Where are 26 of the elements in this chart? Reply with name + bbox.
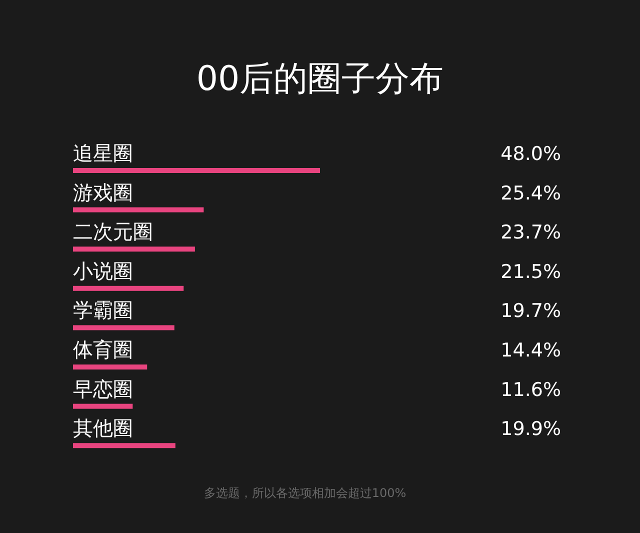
text: 多选题，所以各选项相加会超过100%	[204, 486, 406, 500]
data-label: 25.4%	[500, 182, 561, 204]
y-tick-label: 早恋圈	[73, 376, 133, 401]
bar	[73, 325, 174, 330]
y-tick-label: 小说圈	[73, 258, 133, 283]
y-tick-label: 体育圈	[73, 338, 133, 362]
bar	[73, 246, 195, 252]
y-tick-label: 追星圈	[73, 141, 133, 165]
data-label: 48.0%	[500, 143, 561, 165]
bar	[73, 364, 148, 370]
bar	[73, 443, 176, 448]
y-tick-label: 游戏圈	[73, 180, 133, 204]
chart-title: 00后的圈子分布	[196, 59, 444, 99]
bar	[73, 168, 320, 173]
data-label: 19.9%	[500, 418, 561, 440]
bar	[73, 286, 184, 291]
bar	[73, 207, 204, 212]
y-tick-label: 其他圈	[73, 416, 133, 440]
y-tick-label: 二次元圈	[73, 220, 153, 244]
y-tick-label: 学霸圈	[73, 298, 133, 322]
data-label: 11.6%	[500, 378, 561, 401]
data-label: 19.7%	[500, 300, 561, 322]
data-label: 14.4%	[500, 340, 561, 362]
data-label: 21.5%	[500, 260, 561, 283]
data-label: 23.7%	[500, 222, 561, 244]
bar	[73, 404, 133, 409]
